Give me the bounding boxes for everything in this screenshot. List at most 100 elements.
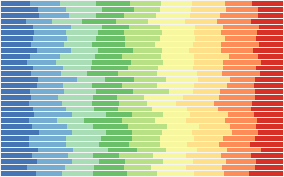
Bar — [222, 165, 254, 170]
Bar — [62, 171, 93, 176]
Bar — [105, 77, 134, 82]
Bar — [167, 124, 199, 129]
Bar — [133, 89, 169, 94]
Bar — [1, 101, 29, 105]
Bar — [253, 48, 283, 53]
Bar — [1, 95, 31, 100]
Bar — [1, 30, 34, 35]
Bar — [258, 54, 283, 59]
Bar — [157, 72, 197, 76]
Bar — [118, 72, 157, 76]
Bar — [119, 101, 147, 105]
Bar — [249, 171, 283, 176]
Bar — [260, 72, 283, 76]
Bar — [117, 95, 144, 100]
Bar — [197, 148, 227, 152]
Bar — [1, 124, 32, 129]
Bar — [34, 30, 66, 35]
Bar — [1, 83, 37, 88]
Bar — [102, 25, 129, 29]
Bar — [66, 142, 99, 147]
Bar — [30, 89, 64, 94]
Bar — [78, 77, 105, 82]
Bar — [254, 83, 283, 88]
Bar — [93, 42, 125, 47]
Bar — [1, 66, 34, 70]
Bar — [64, 89, 97, 94]
Bar — [38, 148, 73, 152]
Bar — [194, 171, 224, 176]
Bar — [194, 30, 222, 35]
Bar — [214, 101, 252, 105]
Bar — [1, 159, 37, 164]
Bar — [31, 72, 61, 76]
Bar — [258, 130, 283, 135]
Bar — [192, 1, 225, 6]
Bar — [87, 72, 118, 76]
Bar — [225, 1, 252, 6]
Bar — [220, 89, 255, 94]
Bar — [99, 159, 125, 164]
Bar — [95, 54, 122, 59]
Bar — [185, 19, 217, 24]
Bar — [92, 83, 122, 88]
Bar — [98, 48, 133, 53]
Bar — [29, 101, 62, 105]
Bar — [1, 153, 32, 158]
Bar — [251, 153, 283, 158]
Bar — [198, 77, 230, 82]
Bar — [223, 60, 261, 65]
Bar — [176, 101, 214, 105]
Bar — [129, 25, 160, 29]
Bar — [1, 107, 33, 111]
Bar — [1, 89, 30, 94]
Bar — [162, 1, 192, 6]
Bar — [60, 54, 95, 59]
Bar — [1, 54, 30, 59]
Bar — [162, 30, 194, 35]
Bar — [106, 130, 132, 135]
Bar — [191, 112, 228, 117]
Bar — [71, 25, 102, 29]
Bar — [144, 95, 183, 100]
Bar — [124, 13, 156, 18]
Bar — [255, 136, 283, 141]
Bar — [1, 7, 38, 12]
Bar — [153, 153, 186, 158]
Bar — [97, 89, 133, 94]
Bar — [261, 60, 283, 65]
Bar — [30, 54, 60, 59]
Bar — [147, 101, 176, 105]
Bar — [162, 48, 189, 53]
Bar — [94, 165, 124, 170]
Bar — [58, 95, 93, 100]
Bar — [194, 60, 223, 65]
Bar — [163, 112, 191, 117]
Bar — [257, 30, 283, 35]
Bar — [96, 1, 130, 6]
Bar — [157, 171, 194, 176]
Bar — [96, 36, 125, 41]
Bar — [125, 36, 160, 41]
Bar — [128, 66, 158, 70]
Bar — [116, 19, 148, 24]
Bar — [256, 66, 283, 70]
Bar — [92, 60, 131, 65]
Bar — [125, 159, 163, 164]
Bar — [72, 112, 106, 117]
Bar — [106, 112, 132, 117]
Bar — [93, 153, 119, 158]
Bar — [187, 142, 219, 147]
Bar — [218, 107, 252, 111]
Bar — [1, 25, 33, 29]
Bar — [28, 136, 66, 141]
Bar — [134, 7, 160, 12]
Bar — [26, 19, 52, 24]
Bar — [29, 118, 57, 123]
Bar — [156, 13, 190, 18]
Bar — [256, 124, 283, 129]
Bar — [220, 13, 258, 18]
Bar — [255, 77, 283, 82]
Bar — [192, 130, 232, 135]
Bar — [219, 142, 250, 147]
